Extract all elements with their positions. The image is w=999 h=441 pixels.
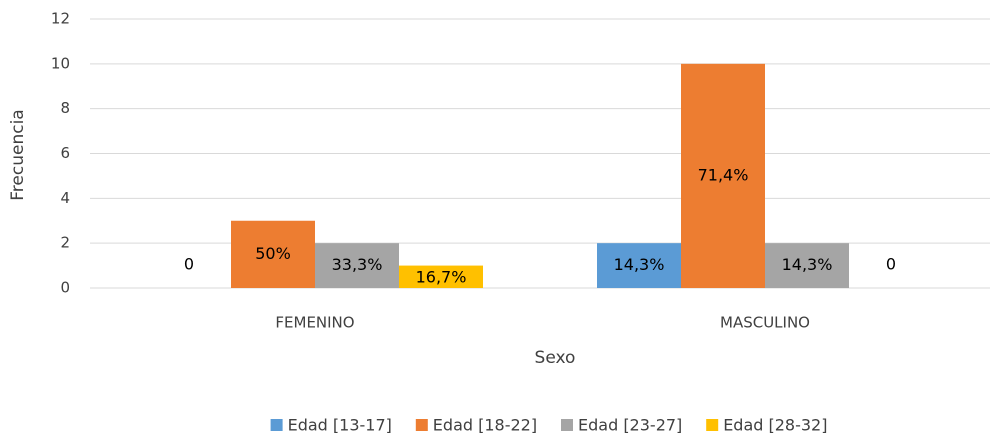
- bar: [315, 243, 399, 288]
- value-label: 14,3%: [614, 255, 665, 274]
- value-label: 14,3%: [782, 255, 833, 274]
- x-axis-title: Sexo: [535, 348, 576, 368]
- bar: [765, 243, 849, 288]
- y-tick-label: 4: [60, 189, 70, 207]
- legend-swatch: [270, 419, 283, 431]
- y-tick-label: 12: [51, 10, 70, 28]
- bar: [399, 265, 483, 288]
- x-tick-label: MASCULINO: [720, 314, 810, 332]
- legend-label: Edad [28-32]: [723, 416, 827, 435]
- value-label: 71,4%: [698, 165, 749, 184]
- y-tick-label: 8: [60, 99, 70, 117]
- legend-label: Edad [13-17]: [288, 416, 392, 435]
- legend-swatch: [706, 419, 719, 431]
- value-label: 0: [886, 255, 896, 274]
- y-tick-label: 10: [51, 54, 70, 72]
- y-tick-label: 0: [60, 279, 70, 297]
- y-tick-label: 2: [60, 234, 70, 252]
- bar: [231, 220, 315, 288]
- legend-swatch: [561, 419, 573, 431]
- y-tick-label: 6: [60, 144, 70, 162]
- x-tick-label: FEMENINO: [275, 314, 354, 332]
- value-label: 33,3%: [332, 255, 383, 274]
- legend-label: Edad [18-22]: [433, 416, 537, 435]
- value-label: 50%: [255, 244, 291, 263]
- bar: [597, 243, 681, 288]
- bar: [681, 63, 765, 289]
- legend-label: Edad [23-27]: [578, 416, 682, 435]
- value-label: 16,7%: [416, 267, 467, 286]
- y-axis-title: Frecuencia: [8, 109, 28, 200]
- legend-swatch: [415, 419, 428, 431]
- value-label: 0: [184, 255, 194, 274]
